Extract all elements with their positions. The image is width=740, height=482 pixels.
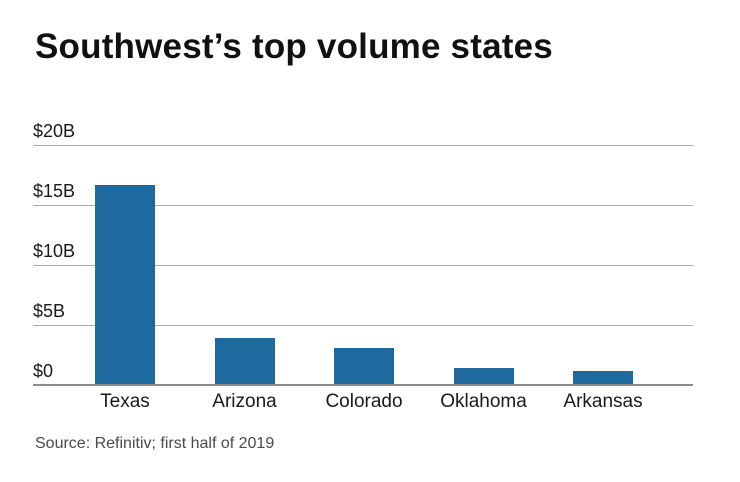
gridline-5b: [33, 325, 693, 326]
x-tick-label-oklahoma: Oklahoma: [440, 391, 527, 412]
gridline-20b: [33, 145, 693, 146]
source-note: Source: Refinitiv; first half of 2019: [35, 435, 275, 452]
bar-arkansas: [573, 370, 633, 385]
gridline-15b: [33, 205, 693, 206]
x-tick-label-arkansas: Arkansas: [563, 391, 643, 412]
x-tick-label-texas: Texas: [100, 391, 150, 412]
y-tick-label-5b: $5B: [33, 301, 66, 321]
x-tick-label-arizona: Arizona: [212, 391, 277, 412]
bar-colorado: [334, 347, 394, 385]
y-tick-label-10b: $10B: [33, 241, 76, 261]
gridline-10b: [33, 265, 693, 266]
y-tick-label-0: $0: [33, 361, 54, 381]
y-tick-label-20b: $20B: [33, 121, 76, 141]
y-tick-label-15b: $15B: [33, 181, 76, 201]
bar-arizona: [214, 338, 275, 385]
x-axis-baseline: [33, 384, 693, 386]
bar-texas: [95, 184, 155, 385]
chart-title: Southwest’s top volume states: [35, 27, 553, 66]
x-tick-label-colorado: Colorado: [325, 391, 403, 412]
bar-oklahoma: [453, 368, 514, 385]
